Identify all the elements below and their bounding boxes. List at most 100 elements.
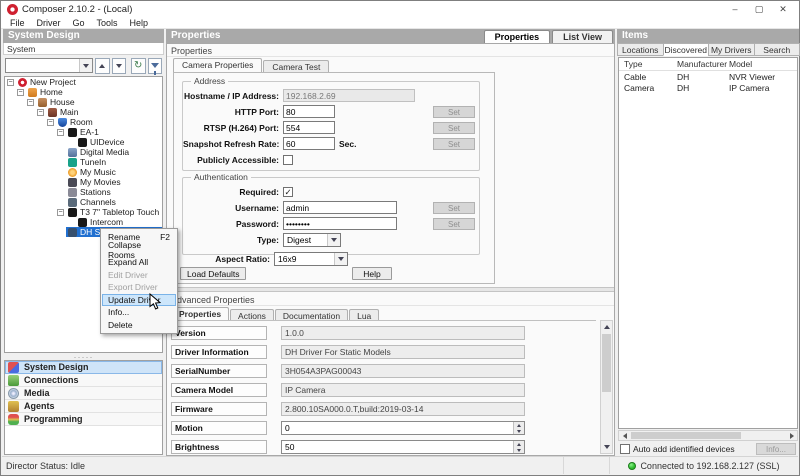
context-menu-item[interactable]: Update Driver: [102, 293, 176, 306]
scroll-right-icon[interactable]: [786, 431, 797, 440]
username-field[interactable]: admin: [283, 201, 397, 214]
menu-item[interactable]: Tools: [96, 18, 118, 28]
system-filter-input[interactable]: [6, 59, 79, 72]
aspect-ratio-select[interactable]: 16x9: [274, 251, 348, 266]
auto-add-checkbox[interactable]: [620, 443, 630, 454]
tab-properties-view[interactable]: Properties: [483, 30, 551, 43]
hostname-field[interactable]: 192.168.2.69: [283, 89, 415, 102]
scrollbar-thumb[interactable]: [602, 334, 611, 392]
snapshot-rate-field[interactable]: 60: [283, 137, 335, 150]
items-tab[interactable]: Locations: [617, 43, 664, 56]
tab-camera-properties[interactable]: Camera Properties: [173, 58, 263, 72]
advanced-row-value[interactable]: 3H054A3PAG00043: [281, 364, 525, 378]
mode-nav-item[interactable]: System Design: [5, 361, 162, 374]
rtsp-port-set-button[interactable]: Set: [433, 121, 475, 134]
scroll-left-icon[interactable]: [619, 431, 630, 440]
scroll-up-icon[interactable]: [601, 321, 612, 333]
minimize-button[interactable]: –: [732, 4, 738, 14]
password-field[interactable]: ••••••••: [283, 217, 397, 230]
tree-item[interactable]: − Room: [5, 117, 162, 127]
password-set-button[interactable]: Set: [433, 217, 475, 230]
combo-dropdown-icon[interactable]: [79, 59, 92, 72]
scrollbar-thumb[interactable]: [631, 432, 741, 439]
advanced-row-value[interactable]: 2.800.10SA000.0.T,build:2019-03-14: [281, 402, 525, 416]
tree-item[interactable]: − Stations: [5, 187, 162, 197]
advanced-row-value[interactable]: DH Driver For Static Models: [281, 345, 525, 359]
auth-type-select[interactable]: Digest: [283, 232, 341, 247]
panel-splitter-handle[interactable]: ·····: [73, 351, 94, 362]
tree-item[interactable]: − EA-1: [5, 127, 162, 137]
context-menu-item[interactable]: Export Driver: [108, 282, 158, 293]
load-defaults-button[interactable]: Load Defaults: [180, 267, 247, 280]
refresh-button[interactable]: ↻: [131, 57, 146, 74]
advanced-tab[interactable]: Documentation: [274, 309, 349, 321]
tree-item[interactable]: − House: [5, 97, 162, 107]
http-port-set-button[interactable]: Set: [433, 105, 475, 118]
find-next-button[interactable]: [111, 57, 126, 74]
mode-nav-item[interactable]: Programming: [5, 413, 162, 426]
help-button[interactable]: Help: [352, 267, 392, 280]
spinner-down-icon[interactable]: [514, 447, 524, 453]
advanced-tab[interactable]: Actions: [230, 309, 274, 321]
find-previous-button[interactable]: [95, 57, 110, 74]
tree-item[interactable]: − Main: [5, 107, 162, 117]
items-tab[interactable]: Search: [753, 43, 800, 56]
context-menu-item[interactable]: Edit Driver: [108, 269, 148, 280]
spinner-down-icon[interactable]: [514, 428, 524, 434]
menu-item[interactable]: File: [10, 18, 25, 28]
tree-expand-toggle[interactable]: −: [57, 208, 64, 216]
system-filter-combo[interactable]: [5, 58, 93, 73]
advanced-row-value[interactable]: 1.0.0: [281, 326, 525, 340]
rtsp-port-field[interactable]: 554: [283, 121, 335, 134]
tree-expand-toggle[interactable]: −: [57, 128, 64, 136]
context-menu-item[interactable]: Info...: [108, 307, 130, 318]
tree-item[interactable]: − My Music: [5, 167, 162, 177]
column-type[interactable]: Type: [624, 59, 643, 69]
menu-item[interactable]: Help: [129, 18, 149, 28]
context-menu-item[interactable]: Delete: [108, 319, 133, 330]
close-button[interactable]: ✕: [779, 4, 787, 14]
filter-button[interactable]: [147, 57, 162, 75]
spinner-up-icon[interactable]: [514, 422, 524, 428]
column-model[interactable]: Model: [729, 59, 753, 69]
required-checkbox[interactable]: ✓: [283, 186, 293, 197]
tree-item[interactable]: − Home: [5, 87, 162, 97]
mode-nav-item[interactable]: Agents: [5, 400, 162, 413]
maximize-button[interactable]: ▢: [754, 4, 764, 14]
items-row[interactable]: Camera DH IP Camera: [624, 82, 770, 93]
menu-item[interactable]: Driver: [36, 18, 61, 28]
tab-camera-test[interactable]: Camera Test: [263, 60, 330, 72]
advanced-row-value[interactable]: 0: [281, 421, 525, 435]
http-port-field[interactable]: 80: [283, 105, 335, 118]
publicly-accessible-checkbox[interactable]: [283, 154, 293, 165]
tree-item[interactable]: − TuneIn: [5, 157, 162, 167]
snapshot-set-button[interactable]: Set: [433, 137, 475, 150]
advanced-row-value[interactable]: 50: [281, 440, 525, 454]
username-set-button[interactable]: Set: [433, 201, 475, 214]
tree-item[interactable]: − My Movies: [5, 177, 162, 187]
mode-nav-item[interactable]: Connections: [5, 374, 162, 387]
tree-item[interactable]: − New Project: [5, 77, 162, 87]
tab-list-view[interactable]: List View: [552, 30, 613, 43]
column-manufacturer[interactable]: Manufacturer: [677, 59, 728, 69]
spinner-control[interactable]: [513, 441, 524, 453]
context-menu-item[interactable]: Rename F2: [108, 232, 170, 243]
advanced-row-value[interactable]: IP Camera: [281, 383, 525, 397]
scroll-down-icon[interactable]: [601, 441, 612, 453]
spinner-up-icon[interactable]: [514, 441, 524, 447]
tree-expand-toggle[interactable]: −: [7, 78, 14, 86]
tree-item[interactable]: − T3 7" Tabletop Touch Screen: [5, 207, 162, 217]
tree-expand-toggle[interactable]: −: [17, 88, 24, 96]
tree-item[interactable]: − Intercom: [5, 217, 162, 227]
context-menu-item[interactable]: Expand All: [108, 257, 149, 268]
spinner-control[interactable]: [513, 422, 524, 434]
advanced-tab[interactable]: Lua: [349, 309, 380, 321]
mode-nav-item[interactable]: Media: [5, 387, 162, 400]
advanced-tab[interactable]: Properties: [171, 307, 230, 320]
items-hscrollbar[interactable]: [618, 430, 798, 441]
info-button[interactable]: Info...: [756, 442, 796, 455]
tree-expand-toggle[interactable]: −: [37, 108, 44, 116]
tree-expand-toggle[interactable]: −: [27, 98, 34, 106]
menu-item[interactable]: Go: [72, 18, 85, 28]
tree-item[interactable]: − UIDevice: [5, 137, 162, 147]
